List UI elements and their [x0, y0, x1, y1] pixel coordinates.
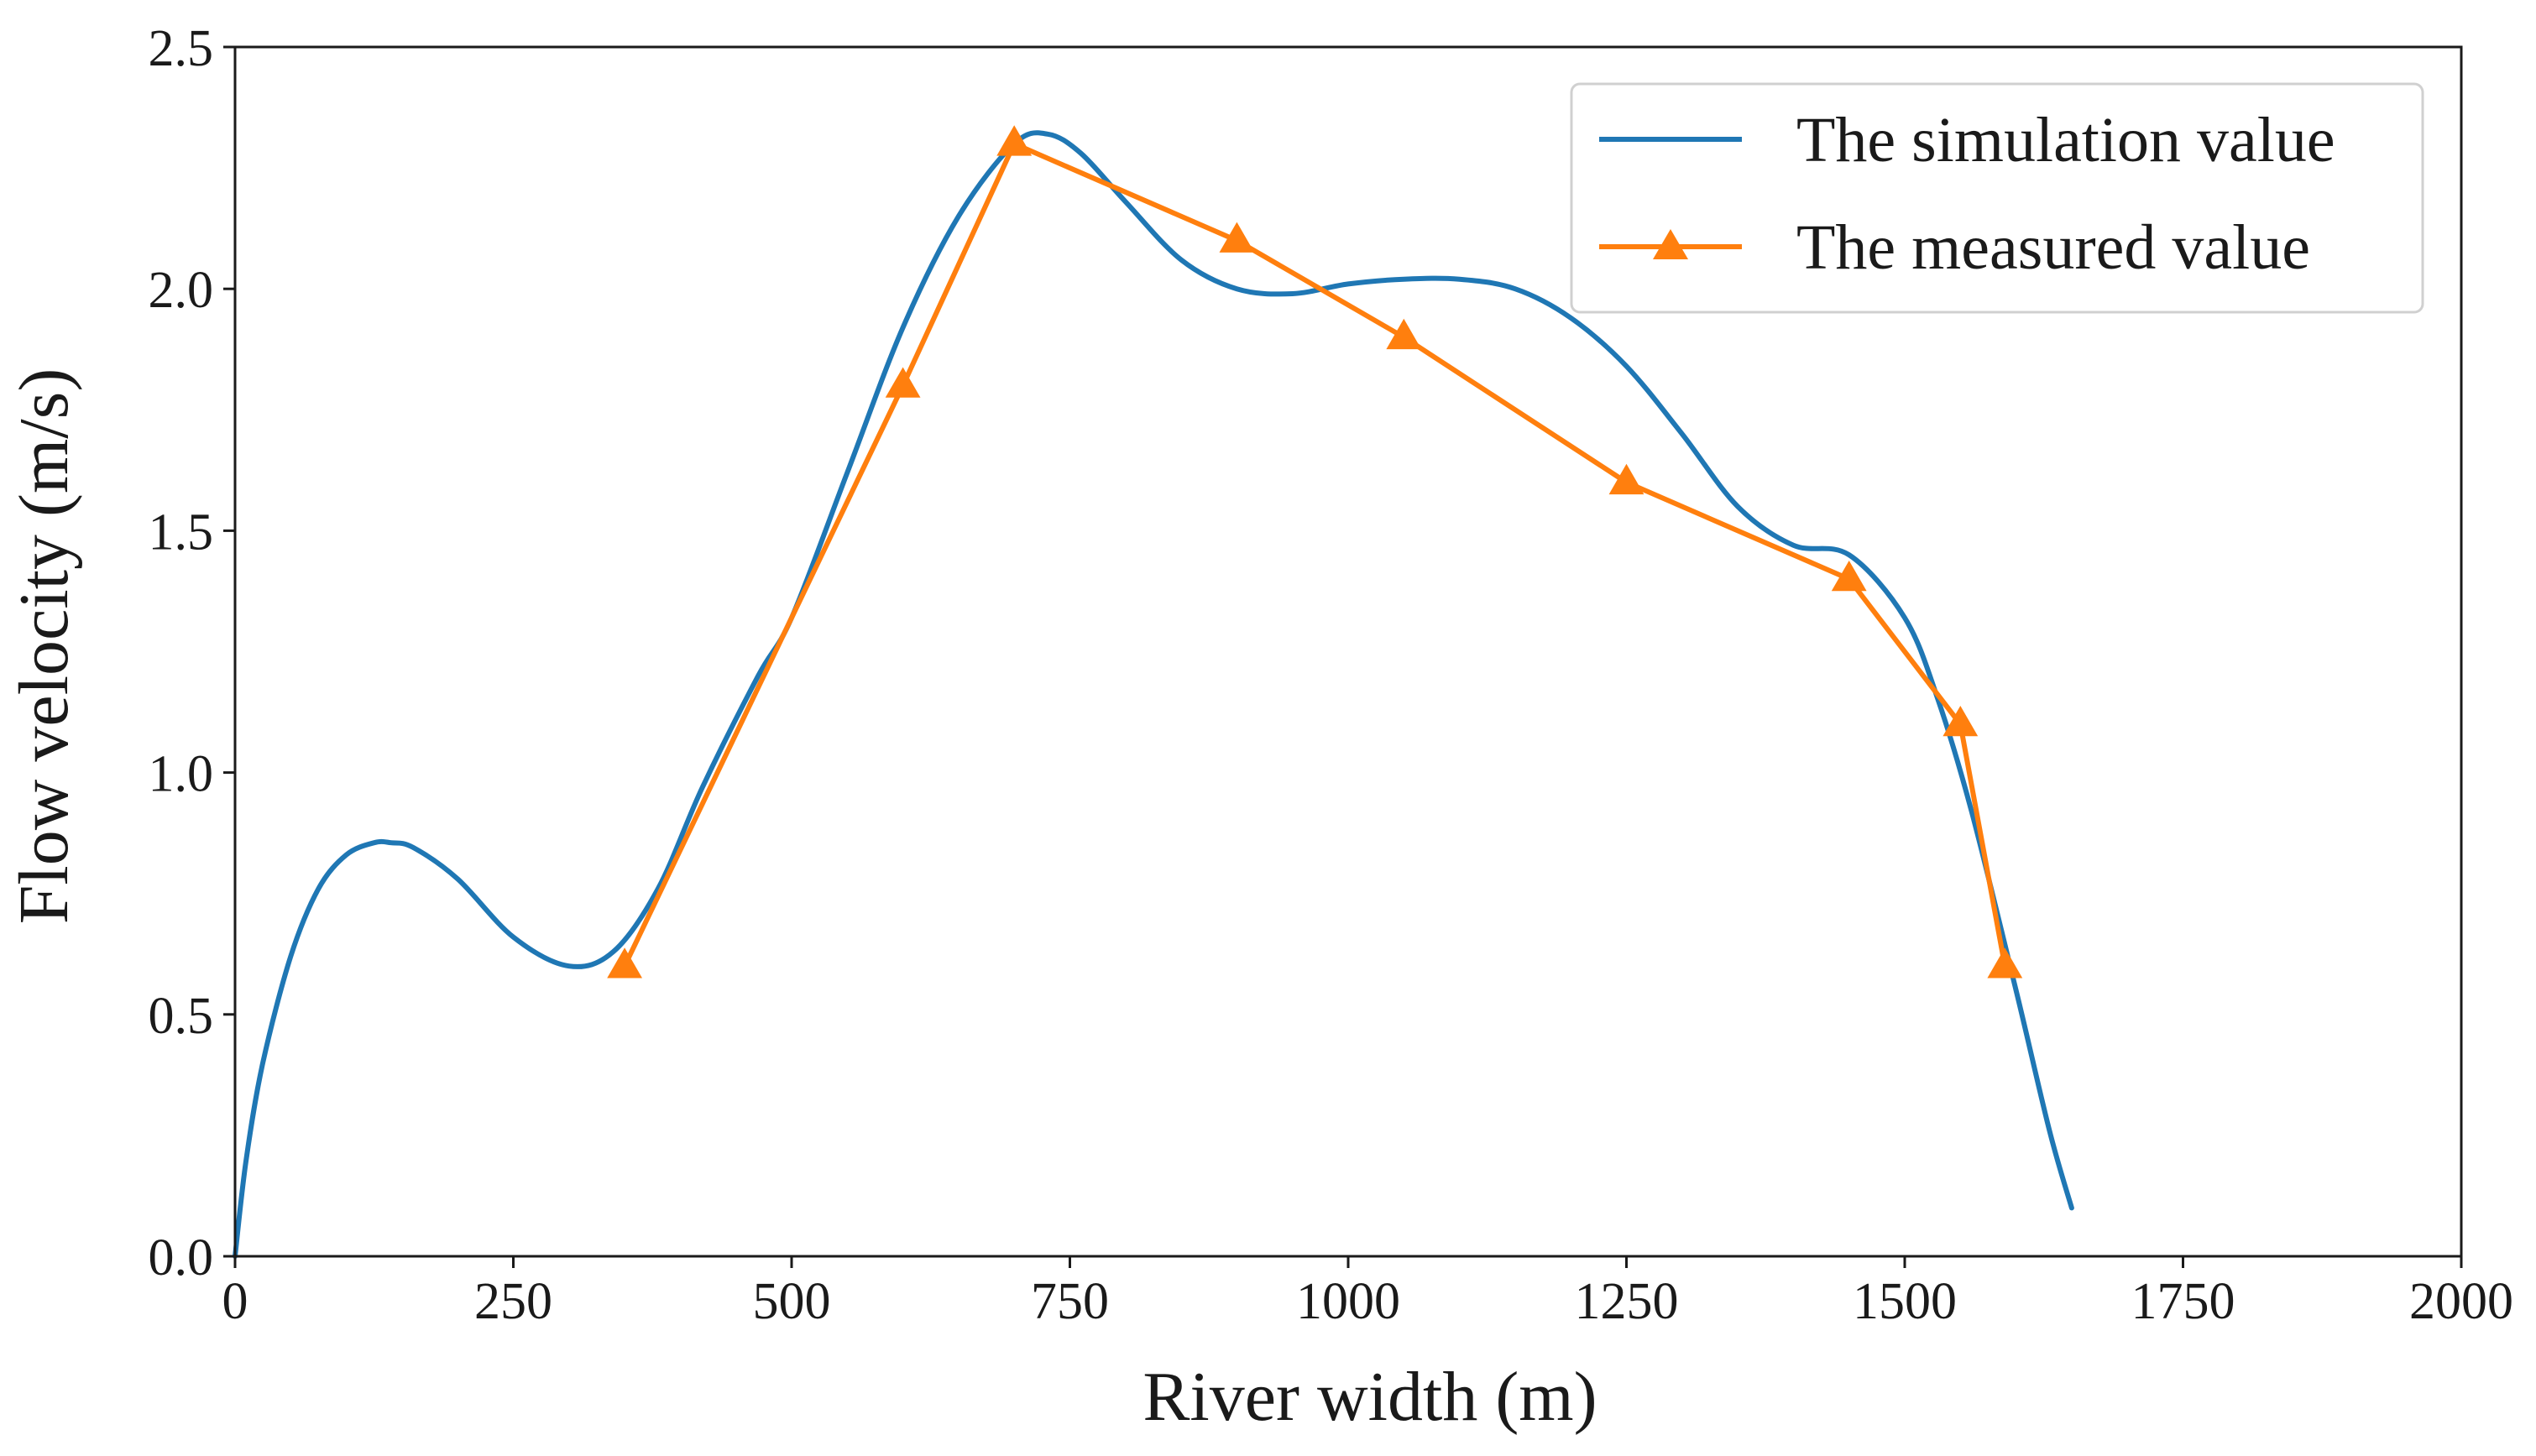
y-tick-label: 1.5 — [149, 504, 214, 561]
legend-measured-marker-sample — [1653, 229, 1688, 259]
measured-point-marker — [885, 367, 921, 398]
x-tick-label: 0 — [222, 1273, 248, 1330]
measured-point-marker — [1943, 706, 1979, 737]
legend: The simulation value The measured value — [1570, 82, 2424, 314]
measured-point-marker — [1386, 318, 1422, 350]
measured-point-marker — [1608, 463, 1644, 495]
y-tick-label: 2.0 — [149, 262, 214, 319]
y-axis-label: Flow velocity (m/s) — [5, 368, 83, 925]
x-axis-label: River width (m) — [1143, 1358, 1597, 1436]
measured-point-marker — [607, 947, 642, 978]
measured-point-marker — [1219, 222, 1255, 253]
series-line-simulation-value — [233, 130, 2074, 1259]
x-tick-label: 1250 — [1575, 1273, 1679, 1330]
y-tick-label: 1.0 — [149, 746, 214, 803]
x-tick-label: 2000 — [2409, 1273, 2513, 1330]
x-tick-label: 250 — [474, 1273, 552, 1330]
y-tick-label: 0.5 — [149, 988, 214, 1045]
x-tick-label: 1500 — [1853, 1273, 1957, 1330]
legend-frame — [1570, 82, 2424, 314]
y-tick-label: 2.5 — [149, 20, 214, 77]
legend-simulation-label: The simulation value — [1796, 105, 2335, 175]
x-tick-label: 750 — [1031, 1273, 1109, 1330]
legend-measured-label: The measured value — [1796, 212, 2310, 283]
x-tick-label: 500 — [753, 1273, 831, 1330]
measured-point-marker — [996, 125, 1033, 156]
ticks-layer: 0 250 500 750 1000 1250 1500 1750 2000 0.0 0.5 1.0 1… — [149, 20, 2514, 1330]
x-tick-label: 1750 — [2131, 1273, 2235, 1330]
series-layer — [233, 125, 2074, 1259]
measured-point-marker — [1831, 561, 1867, 592]
measured-point-marker — [1987, 947, 2023, 978]
y-tick-label: 0.0 — [149, 1229, 214, 1286]
x-tick-label: 1000 — [1296, 1273, 1400, 1330]
